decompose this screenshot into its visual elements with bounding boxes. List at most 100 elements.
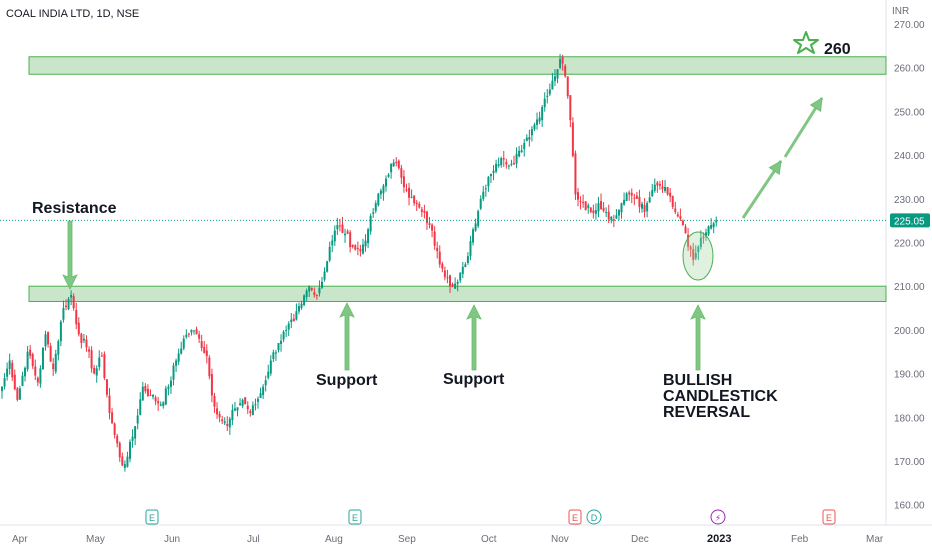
candle [292, 313, 295, 322]
candle [21, 371, 24, 387]
candle [699, 230, 702, 250]
candle [646, 201, 649, 218]
candle [518, 145, 521, 158]
x-tick-label: May [86, 534, 105, 545]
candle [16, 386, 19, 402]
candle [154, 395, 157, 406]
candle [88, 346, 91, 359]
candle [29, 344, 32, 359]
candle [715, 216, 718, 227]
candle [523, 139, 526, 157]
candle [464, 262, 467, 268]
candle [259, 387, 262, 399]
y-tick-label: 170.00 [894, 457, 925, 468]
candle [571, 117, 574, 158]
candle [72, 293, 75, 311]
candle [208, 355, 211, 380]
svg-text:⚡: ⚡ [715, 513, 721, 523]
candle [167, 384, 170, 396]
candle [44, 330, 47, 351]
bullish-arrow [690, 304, 706, 371]
support-label-1: Support [316, 372, 378, 389]
candle [497, 157, 500, 168]
price-axis[interactable]: 270.00 260.00 250.00 240.00 230.00 220.00 210.… [894, 20, 925, 512]
projection-arrow-2 [783, 97, 824, 158]
candle [141, 381, 144, 401]
bullish-label-line-3: REVERSAL [663, 404, 750, 421]
support-arrow-2 [466, 304, 482, 371]
candle [477, 209, 480, 229]
candle [502, 150, 505, 168]
candle [218, 411, 221, 423]
candle [182, 335, 185, 351]
candle [24, 366, 27, 382]
candle [103, 351, 106, 380]
candle [136, 408, 139, 430]
y-tick-label: 210.00 [894, 282, 925, 293]
candle [625, 191, 628, 202]
candle [459, 272, 462, 283]
candle [487, 176, 490, 192]
y-tick-label: 200.00 [894, 326, 925, 337]
candle [461, 262, 464, 279]
candle [328, 241, 331, 263]
candle [11, 359, 14, 381]
event-marker[interactable]: E [348, 509, 362, 525]
candle [172, 362, 175, 386]
candle [193, 330, 195, 335]
candle [431, 223, 434, 238]
candle [313, 287, 316, 298]
candle [75, 302, 78, 330]
candle [538, 111, 541, 125]
candle [262, 384, 265, 400]
candle [653, 178, 656, 193]
candle [228, 416, 231, 435]
candle [59, 319, 62, 347]
event-marker[interactable]: E [822, 509, 836, 525]
candle [305, 288, 308, 302]
candle [34, 359, 37, 381]
candle [80, 332, 83, 349]
candle [244, 397, 247, 405]
candle [408, 182, 411, 206]
candle [607, 204, 610, 224]
x-tick-label: 2023 [707, 533, 731, 545]
candle [505, 158, 508, 169]
candle [149, 389, 152, 396]
zones-layer [28, 56, 887, 302]
candle [418, 201, 421, 209]
candle [82, 333, 85, 344]
candle [684, 224, 687, 234]
event-marker[interactable]: D [586, 509, 602, 525]
candle [297, 302, 300, 315]
candle [551, 72, 554, 90]
candle [515, 147, 518, 169]
candle [420, 207, 423, 217]
candle [405, 183, 408, 193]
candle [566, 76, 569, 99]
candle [628, 190, 631, 201]
event-marker[interactable]: E [145, 509, 159, 525]
candle [469, 235, 472, 261]
candle [239, 398, 242, 406]
event-marker[interactable]: E [568, 509, 582, 525]
candle [274, 349, 277, 361]
candle [70, 290, 73, 306]
candle [635, 191, 638, 199]
candle [587, 203, 590, 214]
candle [454, 277, 457, 289]
event-marker[interactable]: ⚡ [710, 509, 726, 525]
candle [54, 349, 57, 374]
chart-title: COAL INDIA LTD, 1D, NSE [6, 8, 139, 20]
candle [354, 244, 357, 251]
candle [175, 358, 178, 372]
candle [180, 341, 183, 355]
candle [610, 216, 613, 224]
candle [559, 53, 562, 70]
candle [26, 345, 29, 372]
candle [67, 297, 70, 311]
candle [413, 195, 416, 206]
time-axis[interactable]: Apr May Jun Jul Aug Sep Oct Nov Dec 2023 Feb Mar [12, 533, 884, 545]
candle [277, 342, 280, 353]
x-tick-label: Sep [398, 534, 416, 545]
